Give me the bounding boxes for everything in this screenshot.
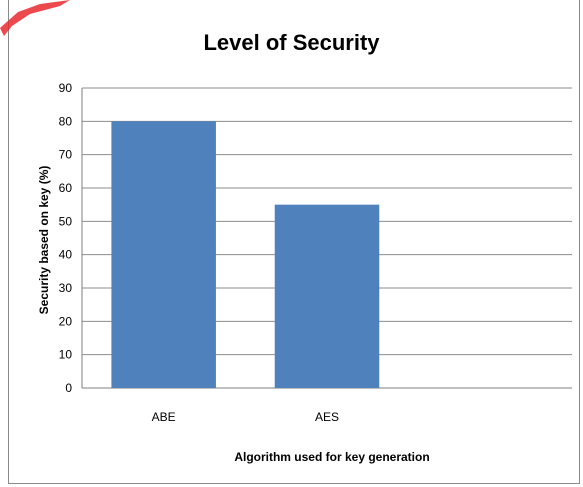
y-tick-label-30: 30 [59,281,73,295]
x-tick-label-aes: AES [315,410,339,424]
y-tick-label-10: 10 [59,348,73,362]
y-tick-label-50: 50 [59,214,73,228]
y-tick-label-40: 40 [59,248,73,262]
x-tick-label-abe: ABE [152,410,176,424]
y-tick-label-70: 70 [59,148,73,162]
bar-abe [111,121,216,388]
x-axis-label: Algorithm used for key generation [234,450,430,464]
y-tick-label-0: 0 [65,381,72,395]
y-tick-label-20: 20 [59,314,73,328]
y-tick-label-80: 80 [59,114,73,128]
bar-aes [274,204,380,388]
y-tick-label-90: 90 [59,81,73,95]
chart-title: Level of Security [203,30,380,55]
chart-frame [8,0,580,484]
y-tick-label-60: 60 [59,181,73,195]
corner-watermark-mark [0,0,70,36]
